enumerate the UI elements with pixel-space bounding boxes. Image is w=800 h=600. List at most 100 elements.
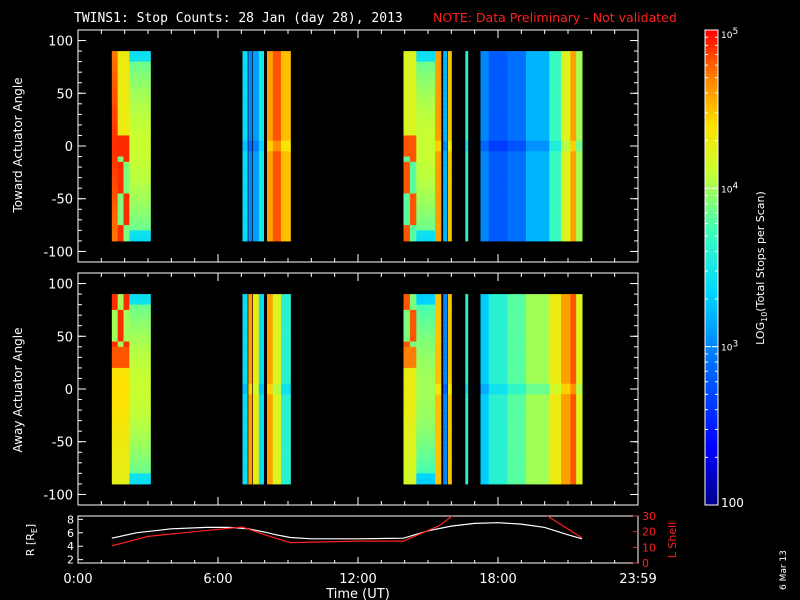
heatmap-cell	[416, 177, 424, 184]
heatmap-cell	[443, 320, 448, 327]
heatmap-cell	[549, 473, 556, 480]
heatmap-cell	[248, 82, 253, 89]
heatmap-cell	[549, 135, 556, 142]
heatmap-cell	[117, 114, 124, 121]
heatmap-cell	[253, 151, 260, 158]
heatmap-cell	[117, 336, 124, 343]
heatmap-cell	[416, 383, 424, 390]
heatmap-cell	[513, 457, 521, 464]
heatmap-cell	[501, 341, 508, 348]
heatmap-cell	[258, 367, 264, 374]
heatmap-cell	[248, 315, 253, 321]
heatmap-cell	[565, 436, 571, 443]
heatmap-cell	[248, 404, 253, 411]
heatmap-cell	[409, 478, 417, 485]
heatmap-cell	[253, 378, 260, 385]
heatmap-cell	[281, 56, 287, 63]
heatmap-cell	[117, 309, 124, 316]
heatmap-cell	[248, 177, 253, 184]
heatmap-cell	[403, 204, 411, 210]
heatmap-cell	[409, 362, 417, 369]
heatmap-cell	[561, 66, 567, 73]
heatmap-cell	[428, 98, 436, 105]
heatmap-cell	[561, 320, 567, 327]
heatmap-cell	[555, 77, 562, 84]
heatmap-cell	[281, 225, 287, 231]
heatmap-cell	[403, 309, 411, 316]
heatmap-cell	[465, 230, 469, 237]
heatmap-cell	[139, 425, 146, 432]
heatmap-cell	[480, 425, 490, 432]
heatmap-cell	[242, 304, 248, 311]
heatmap-cell	[134, 235, 141, 242]
heatmap-cell	[129, 225, 136, 231]
heatmap-cell	[570, 299, 577, 306]
heatmap-cell	[145, 378, 151, 385]
heatmap-cell	[501, 109, 508, 115]
heatmap-cell	[513, 452, 521, 459]
heatmap-cell	[272, 462, 282, 469]
heatmap-cell	[145, 362, 151, 369]
heatmap-cell	[537, 124, 544, 131]
heatmap-cell	[139, 114, 146, 121]
heatmap-cell	[549, 394, 556, 401]
heatmap-cell	[253, 420, 260, 427]
heatmap-cell	[281, 441, 287, 448]
heatmap-cell	[494, 320, 502, 327]
heatmap-cell	[480, 431, 490, 437]
heatmap-cell	[480, 436, 490, 443]
heatmap-cell	[561, 182, 567, 189]
heatmap-cell	[570, 177, 577, 184]
heatmap-cell	[543, 325, 550, 332]
heatmap-cell	[526, 61, 533, 68]
heatmap-cell	[139, 135, 146, 142]
heatmap-cell	[242, 82, 248, 89]
heatmap-cell	[111, 320, 119, 327]
heatmap-cell	[555, 410, 562, 416]
heatmap-cell	[494, 135, 502, 142]
heatmap-cell	[267, 336, 274, 343]
heatmap-cell	[129, 72, 136, 78]
heatmap-cell	[565, 225, 571, 231]
heatmap-cell	[555, 151, 562, 158]
heatmap-cell	[253, 177, 260, 184]
heatmap-cell	[134, 457, 141, 464]
heatmap-cell	[480, 346, 490, 353]
heatmap-cell	[513, 352, 521, 358]
heatmap-cell	[494, 346, 502, 353]
heatmap-cell	[281, 315, 287, 321]
heatmap-cell	[488, 309, 496, 316]
heatmap-cell	[409, 182, 417, 189]
heatmap-cell	[570, 478, 577, 485]
heatmap-cell	[129, 172, 136, 179]
heatmap-cell	[111, 98, 119, 105]
heatmap-cell	[447, 383, 452, 390]
heatmap-cell	[253, 146, 260, 152]
heatmap-cell	[285, 425, 291, 432]
heatmap-cell	[139, 214, 146, 221]
heatmap-cell	[565, 140, 571, 147]
heatmap-cell	[258, 156, 264, 163]
y-tick-label: 50	[56, 87, 73, 102]
heatmap-cell	[139, 219, 146, 226]
heatmap-cell	[488, 320, 496, 327]
heatmap-cell	[561, 341, 567, 348]
heatmap-cell	[117, 88, 124, 94]
heatmap-cell	[443, 478, 448, 485]
heatmap-cell	[526, 56, 533, 63]
heatmap-cell	[129, 373, 136, 379]
heatmap-cell	[513, 436, 521, 443]
heatmap-cell	[555, 341, 562, 348]
heatmap-cell	[447, 404, 452, 411]
heatmap-cell	[519, 219, 527, 226]
heatmap-cell	[403, 341, 411, 348]
heatmap-cell	[422, 225, 430, 231]
heatmap-cell	[480, 320, 490, 327]
heatmap-cell	[555, 193, 562, 200]
heatmap-cell	[555, 331, 562, 337]
heatmap-cell	[488, 389, 496, 395]
heatmap-cell	[494, 389, 502, 395]
heatmap-cell	[409, 119, 417, 126]
heatmap-cell	[435, 93, 442, 100]
heatmap-cell	[267, 114, 274, 121]
